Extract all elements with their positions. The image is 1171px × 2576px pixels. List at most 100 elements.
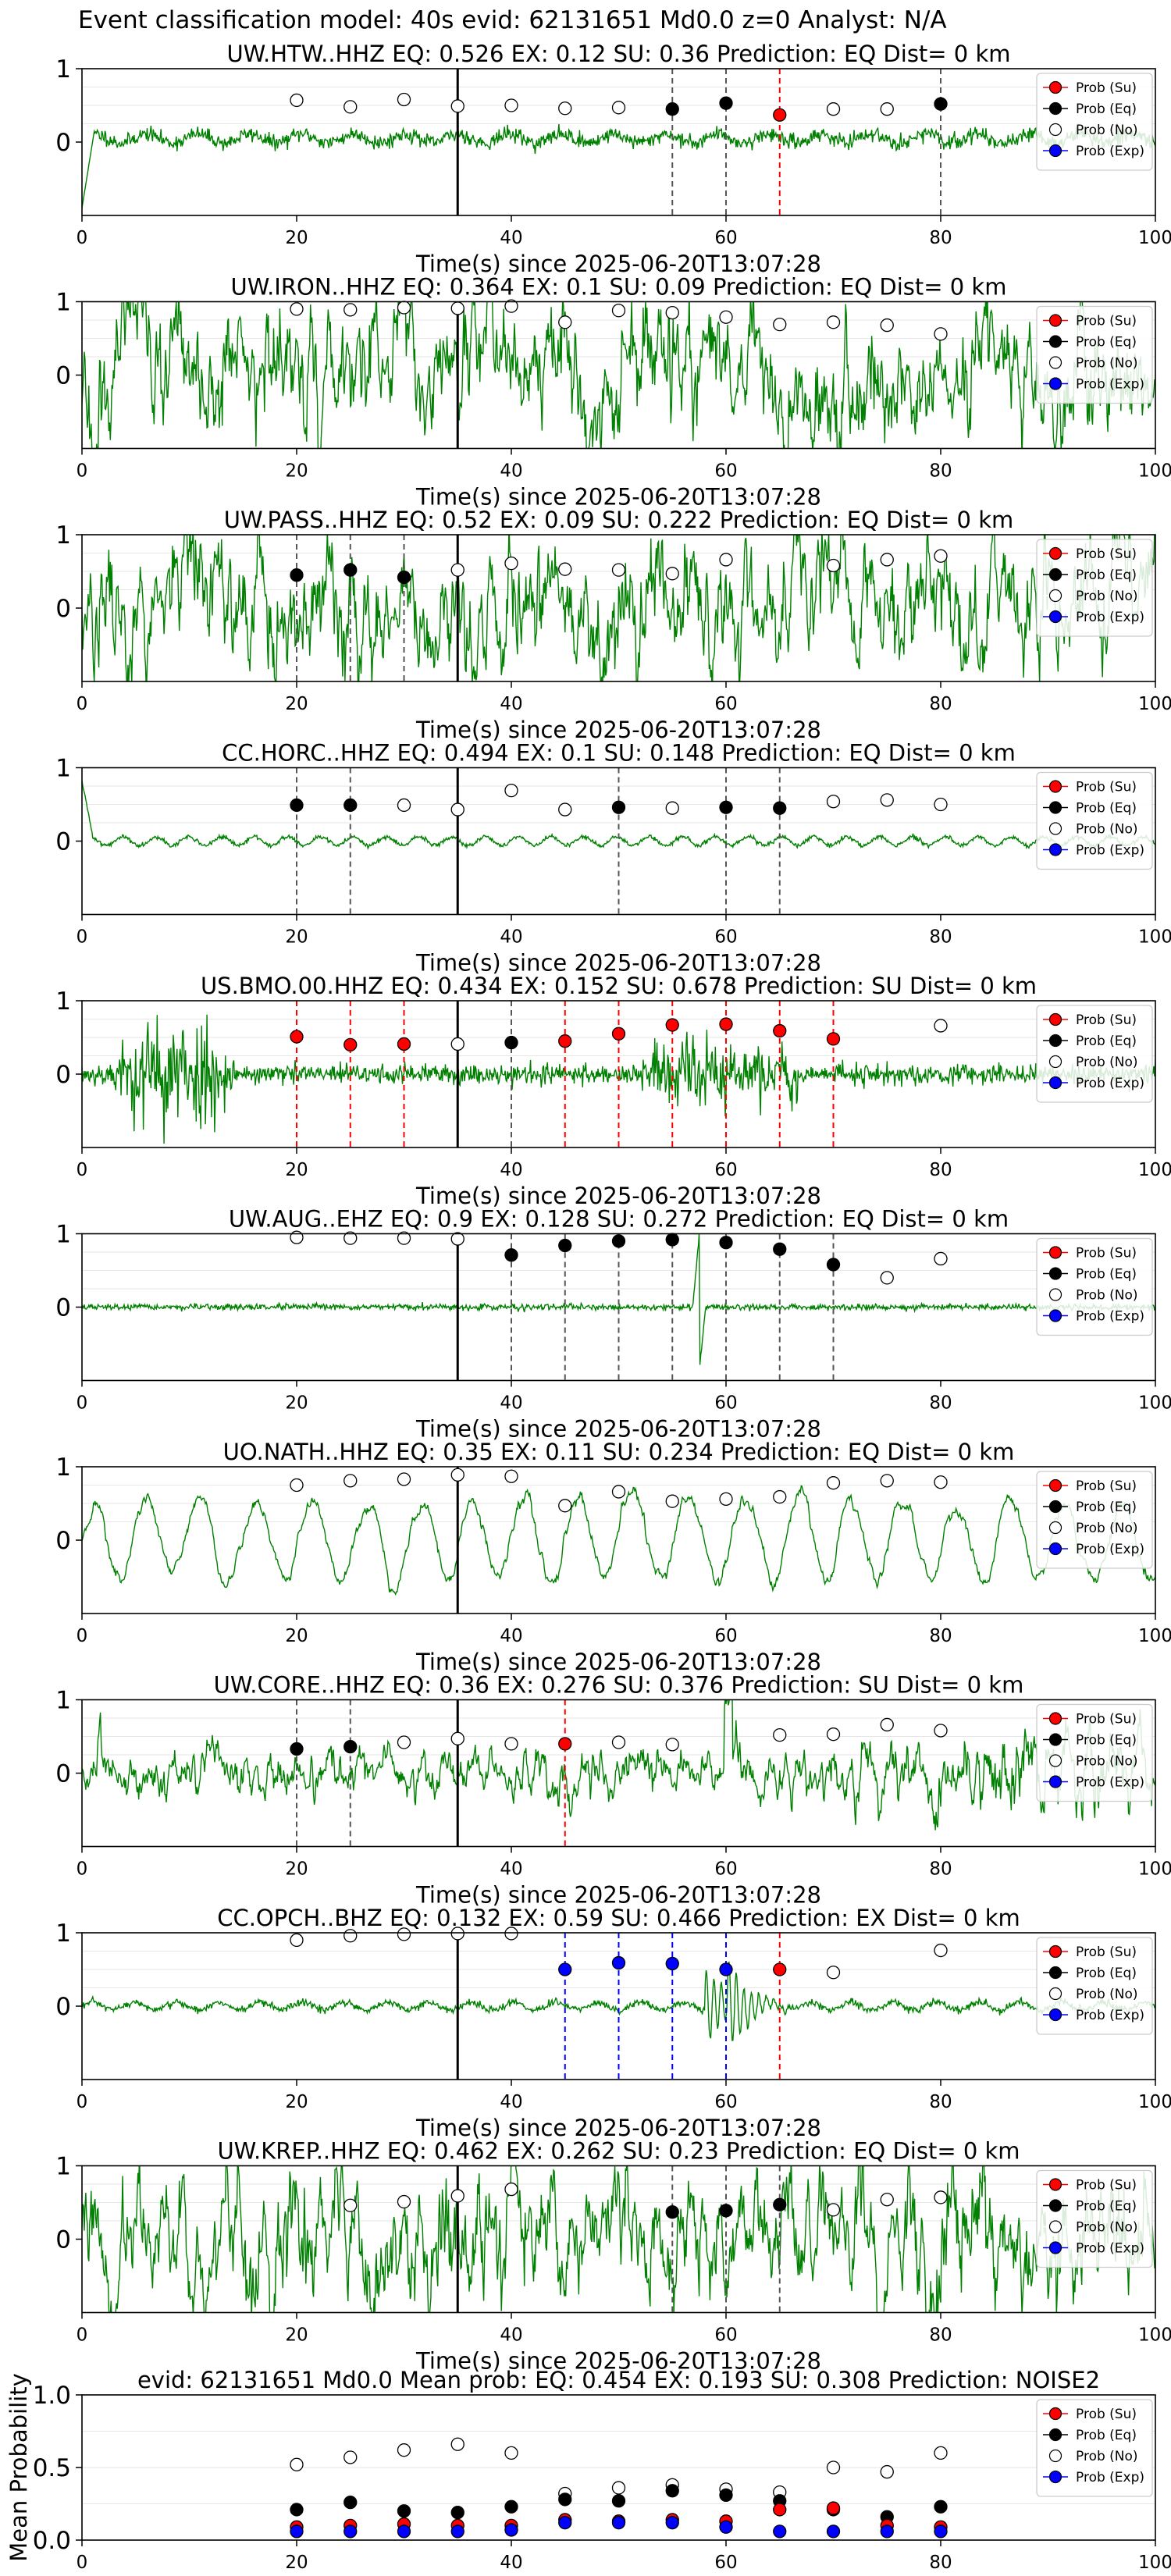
panel-title: UW.AUG..EHZ EQ: 0.9 EX: 0.128 SU: 0.272 … [229,1206,1009,1233]
prob-marker-eq [719,96,733,110]
prob-marker-no [611,1735,626,1749]
prob-marker-no [665,1494,679,1508]
x-tick-label: 80 [929,1160,952,1180]
legend-label: Prob (Su) [1076,1246,1137,1261]
x-tick-label: 20 [285,927,308,948]
prob-marker-no [665,1738,679,1752]
legend-label: Prob (Exp) [1076,2470,1144,2485]
legend-label: Prob (Exp) [1076,144,1144,159]
prob-marker-eq [719,1236,733,1250]
prob-marker-su [343,1037,358,1052]
legend-marker-eq [1048,101,1062,116]
legend-label: Prob (Eq) [1076,1500,1137,1515]
legend-label: Prob (Exp) [1076,1309,1144,1325]
x-tick-label: 100 [1138,1859,1171,1880]
legend-box [1036,771,1153,870]
prob-marker-no [504,783,518,798]
prob-marker-no [880,1717,894,1732]
prob-marker-no [397,2194,411,2209]
legend-marker-eq [1048,1966,1062,1980]
x-axis-label: Time(s) since 2025-06-20T13:07:28 [415,2348,821,2375]
legend-marker-no [1048,2220,1062,2233]
prob-marker-no [934,549,948,563]
prob-marker-no [665,801,679,815]
mean-prob-marker-no [934,2446,948,2460]
x-tick-label: 40 [500,461,522,482]
prob-marker-exp [558,1962,572,1976]
y-tick-label: 1.0 [33,2382,71,2410]
prob-marker-no [504,557,518,571]
legend-marker-exp [1048,144,1062,158]
prob-marker-eq [343,798,358,813]
mean-prob-marker-exp [343,2524,358,2539]
prob-marker-su [611,1026,626,1041]
legend-marker-su [1048,1246,1062,1259]
x-axis-label: Time(s) since 2025-06-20T13:07:28 [415,1882,821,1909]
legend-marker-eq [1048,568,1062,582]
mean-prob-marker-su [773,2503,787,2517]
y-tick-label: 1 [55,1453,71,1482]
prob-marker-no [558,562,572,576]
x-tick-label: 60 [714,1393,737,1414]
y-tick-label: 0 [55,2226,71,2254]
legend-label: Prob (Su) [1076,1944,1137,1960]
legend-label: Prob (No) [1076,2220,1138,2236]
x-tick-label: 40 [500,2325,522,2346]
x-tick-label: 60 [714,2325,737,2346]
panel-title: evid: 62131651 Md0.0 Mean prob: EQ: 0.45… [137,2367,1100,2393]
legend-marker-exp [1048,610,1062,624]
legend-marker-su [1048,314,1062,327]
mean-prob-marker-eq [558,2492,572,2507]
prob-marker-no [826,795,841,809]
y-tick-label: 0 [55,1061,71,1089]
legend-marker-no [1048,123,1062,137]
x-axis-label: Time(s) since 2025-06-20T13:07:28 [415,1416,821,1443]
prob-marker-no [880,1474,894,1488]
x-tick-label: 0 [77,2325,88,2346]
legend-marker-su [1048,780,1062,793]
prob-marker-no [611,304,626,318]
prob-marker-no [611,101,626,115]
y-tick-label: 0 [55,362,71,390]
waveform-trace [82,2165,1155,2313]
legend-box [1036,1237,1153,1336]
x-tick-label: 40 [500,927,522,948]
prob-marker-no [290,1230,304,1244]
y-axis-label: Mean Probability [5,2373,32,2562]
prob-marker-exp [665,1956,679,1971]
y-tick-label: 1 [55,755,71,783]
mean-prob-marker-eq [934,2500,948,2514]
prob-marker-no [719,553,733,567]
prob-marker-no [934,1943,948,1958]
prob-marker-eq [504,1035,518,1050]
prob-marker-no [290,93,304,108]
prob-marker-no [343,100,358,114]
prob-marker-no [397,1472,411,1486]
mean-prob-marker-no [397,2443,411,2457]
prob-marker-no [880,318,894,333]
legend-box [1036,2399,1153,2497]
legend-box [1036,2169,1153,2268]
mean-prob-marker-eq [343,2495,358,2510]
legend-box [1036,1703,1153,1802]
legend-label: Prob (No) [1076,1288,1138,1304]
legend-marker-exp [1048,1775,1062,1788]
y-tick-label: 1 [55,289,71,317]
prob-marker-no [826,1727,841,1742]
x-axis-label: Time(s) since 2025-06-20T13:07:28 [415,1649,821,1675]
x-tick-label: 20 [285,2553,308,2573]
legend-marker-no [1048,1521,1062,1535]
waveform-trace [82,123,1155,208]
legend-box [1036,1937,1153,2035]
prob-marker-no [665,567,679,581]
legend-label: Prob (Su) [1076,2407,1137,2422]
prob-marker-su [397,1037,411,1051]
prob-marker-no [343,1231,358,1245]
x-tick-label: 100 [1138,2092,1171,2112]
x-tick-label: 20 [285,1160,308,1180]
legend-label: Prob (Eq) [1076,2428,1137,2443]
mean-prob-marker-eq [665,2484,679,2498]
legend-marker-exp [1048,2470,1062,2484]
panel-title: UW.PASS..HHZ EQ: 0.52 EX: 0.09 SU: 0.222… [224,507,1014,533]
x-tick-label: 0 [77,927,88,948]
